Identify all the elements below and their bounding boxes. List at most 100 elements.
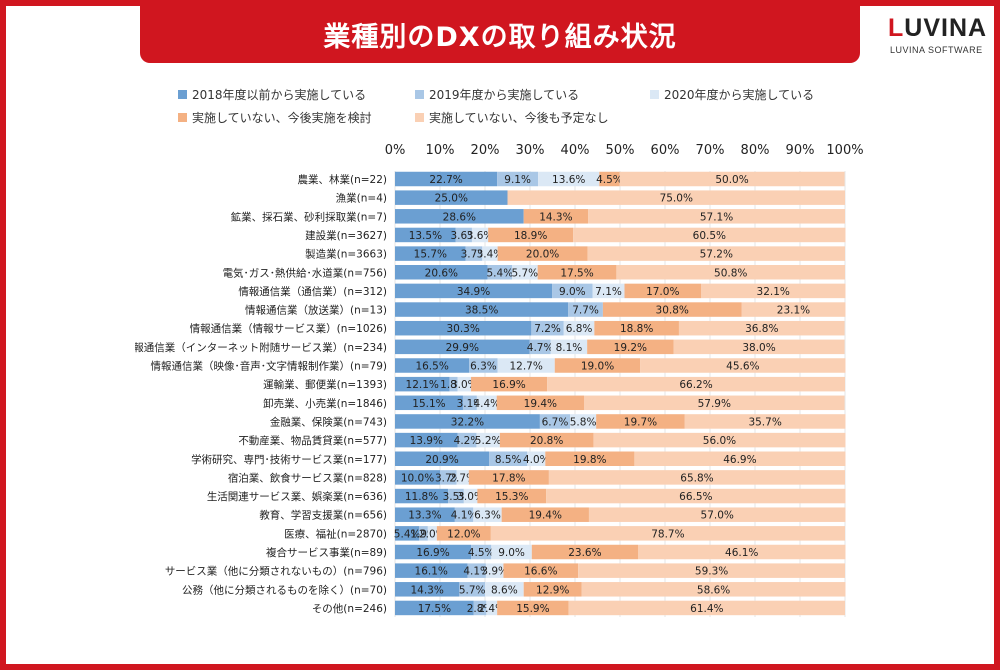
- bar-segment: [395, 488, 449, 504]
- data-label: 16.6%: [524, 566, 557, 578]
- x-tick-label: 30%: [516, 143, 545, 158]
- data-label: 6.7%: [542, 416, 569, 428]
- data-label: 17.0%: [646, 286, 679, 298]
- category-label: 情報通信業（映像･音声･文字情報制作業）(n=79): [150, 360, 387, 373]
- bar-segment: [684, 414, 846, 429]
- bar-segment: [497, 600, 569, 616]
- data-label: 57.2%: [700, 249, 733, 261]
- bar-segment: [531, 544, 638, 560]
- data-label: 61.4%: [690, 603, 723, 615]
- data-label: 17.8%: [492, 472, 525, 484]
- category-label: 複合サービス事業(n=89): [266, 546, 387, 559]
- category-label: サービス業（他に分類されないもの）(n=796): [165, 565, 387, 578]
- bar-segment: [512, 265, 538, 280]
- data-label: 8.5%: [495, 454, 522, 466]
- category-label: 情報通信業（放送業）(n=13): [245, 304, 387, 317]
- bar-segment: [427, 526, 437, 541]
- bar-segment: [619, 171, 845, 187]
- data-label: 32.1%: [757, 286, 790, 298]
- bar-segment: [497, 246, 588, 261]
- data-label: 7.7%: [572, 305, 599, 317]
- bar-segment: [419, 526, 428, 541]
- bar-segment: [501, 507, 589, 522]
- category-label: 電気･ガス･熱供給･水道業(n=756): [223, 266, 387, 279]
- bar-segment: [457, 376, 472, 392]
- bar-segment: [593, 432, 846, 448]
- category-label: 卸売業、小売業(n=1846): [263, 397, 387, 410]
- data-label: 7.2%: [534, 323, 561, 335]
- data-label: 57.0%: [701, 510, 734, 522]
- data-label: 12.0%: [447, 528, 480, 540]
- bar-segment: [468, 470, 549, 485]
- data-label: 3.7%: [461, 249, 488, 261]
- category-label: 医療、福祉(n=2870): [284, 527, 387, 540]
- category-label: 教育、学習支援業(n=656): [259, 509, 387, 522]
- bar-segment: [395, 432, 458, 448]
- data-label: 56.0%: [703, 435, 736, 447]
- x-tick-label: 80%: [741, 143, 770, 158]
- bar-segment: [487, 265, 512, 280]
- data-label: 3.5%: [443, 491, 470, 503]
- data-label: 19.2%: [614, 342, 647, 354]
- x-tick-label: 0%: [385, 143, 406, 158]
- bar-segment: [395, 171, 498, 187]
- legend-swatch: [178, 90, 187, 99]
- bar-segment: [701, 283, 846, 299]
- data-label: 3.0%: [451, 379, 478, 391]
- legend-label: 実施していない、今後も予定なし: [429, 110, 609, 125]
- bar-segment: [485, 563, 504, 578]
- bar-segment: [395, 376, 450, 392]
- data-label: 3.7%: [435, 472, 462, 484]
- data-label: 19.4%: [529, 510, 562, 522]
- bar-segment: [741, 302, 846, 317]
- bar-segment: [570, 414, 597, 429]
- logo-wordmark: LUVINA: [888, 14, 988, 42]
- logo-subtitle: LUVINA SOFTWARE: [890, 45, 983, 55]
- data-label: 58.6%: [697, 584, 730, 596]
- data-label: 4.1%: [463, 566, 490, 578]
- bar-segment: [497, 171, 539, 187]
- bar-segment: [503, 563, 579, 578]
- data-label: 3.9%: [481, 566, 508, 578]
- data-label: 4.1%: [451, 510, 478, 522]
- bar-segment: [454, 507, 474, 522]
- data-label: 18.8%: [620, 323, 653, 335]
- data-label: 66.2%: [679, 379, 712, 391]
- data-label: 6.3%: [474, 510, 501, 522]
- data-label: 20.9%: [425, 454, 458, 466]
- data-label: 5.8%: [570, 416, 597, 428]
- bar-segment: [440, 470, 457, 485]
- bar-segment: [563, 320, 595, 336]
- data-label: 10.0%: [401, 472, 434, 484]
- bar-segment: [640, 358, 846, 373]
- data-label: 4.5%: [468, 547, 495, 559]
- data-label: 19.4%: [524, 398, 557, 410]
- title-banner: 業種別のDXの取り組み状況: [140, 5, 860, 63]
- bar-segment: [477, 488, 547, 504]
- data-label: 20.8%: [530, 435, 563, 447]
- data-label: 19.7%: [624, 416, 657, 428]
- data-label: 66.5%: [679, 491, 712, 503]
- bar-segment: [476, 395, 497, 411]
- data-label: 5.2%: [475, 435, 502, 447]
- data-label: 3.0%: [457, 491, 484, 503]
- data-label: 4.5%: [596, 174, 623, 186]
- category-label: その他(n=246): [312, 602, 387, 615]
- bar-segment: [395, 526, 420, 541]
- data-label: 5.7%: [511, 267, 538, 279]
- bar-segment: [678, 320, 845, 336]
- data-label: 23.6%: [568, 547, 601, 559]
- data-label: 13.6%: [552, 174, 585, 186]
- bar-segment: [486, 600, 498, 616]
- legend-swatch: [178, 113, 187, 122]
- data-label: 12.9%: [536, 584, 569, 596]
- category-label: 漁業(n=4): [336, 192, 387, 205]
- bar-segment: [395, 209, 524, 224]
- category-label: 情報通信業（インターネット附随サービス業）(n=234): [135, 341, 387, 354]
- bar-segment: [467, 563, 486, 578]
- bar-segment: [602, 302, 742, 317]
- bar-segment: [538, 171, 600, 187]
- category-label: 不動産業、物品賃貸業(n=577): [238, 434, 387, 447]
- data-label: 14.3%: [539, 211, 572, 223]
- data-label: 15.1%: [412, 398, 445, 410]
